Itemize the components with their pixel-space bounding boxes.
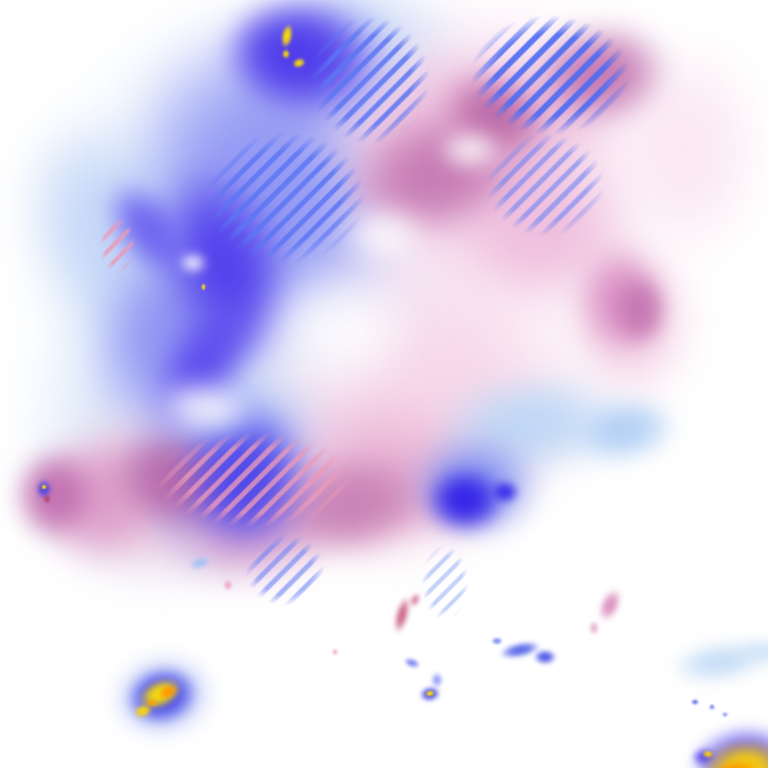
rain-medium: [120, 360, 340, 580]
rain-core: [126, 139, 324, 391]
mixed-wisp: [406, 590, 424, 610]
mixed-speck: [43, 494, 51, 504]
rain-speck: [722, 711, 728, 717]
mixed-core: [423, 52, 567, 178]
white-gap: [145, 370, 265, 446]
rain-speck: [491, 637, 503, 645]
mixed-core: [516, 7, 684, 143]
storm-cell-halo: [117, 657, 207, 735]
mixed-wash: [40, 390, 280, 590]
hatch-blue-on-pink: [415, 535, 475, 630]
storm-cell-orange: [155, 681, 181, 703]
rain-medium: [78, 0, 442, 401]
rain-wash: [10, 260, 290, 600]
storm-cell-orange: [705, 754, 765, 768]
storm-cell-yellow: [424, 688, 436, 698]
storm-cell-yellow: [702, 750, 714, 758]
storm-cell-yellow: [131, 701, 155, 721]
white-gap: [435, 128, 505, 172]
rain-light-cloud: [665, 634, 768, 690]
rain-core: [84, 161, 216, 299]
storm-cell-yellow: [131, 670, 189, 718]
mixed-wisp: [589, 621, 599, 635]
hail-speck: [200, 283, 206, 291]
rain-speck: [691, 699, 699, 705]
mixed-wash: [560, 230, 700, 410]
white-gap: [255, 265, 425, 395]
mixed-core: [93, 408, 257, 552]
rain-medium: [220, 0, 400, 135]
rain-speck: [186, 553, 214, 573]
storm-cell-fringe: [104, 645, 222, 747]
rain-core: [490, 480, 520, 504]
rain-wash: [15, 0, 485, 520]
white-gap: [178, 252, 208, 274]
storm-cell-halo: [691, 747, 719, 767]
mixed-medium: [575, 240, 665, 360]
rain-wash: [0, 75, 256, 405]
storm-cell-halo: [36, 479, 52, 499]
rain-medium: [42, 181, 318, 479]
hatch-pink-on-blue: [95, 210, 140, 280]
rain-wash: [240, 0, 480, 150]
rain-core: [123, 267, 287, 453]
mixed-speck: [223, 579, 233, 591]
hatch-pink-on-blue: [130, 420, 380, 540]
hatch-blue-on-pink: [295, 0, 445, 160]
mixed-wash: [250, 250, 610, 530]
hail-speck: [278, 22, 296, 50]
rain-core: [175, 400, 315, 560]
rain-speck: [431, 672, 443, 688]
white-gap: [350, 530, 590, 600]
storm-cell-halo: [683, 718, 768, 768]
mixed-speck: [332, 648, 338, 656]
hatch-blue-on-pink: [450, 0, 650, 150]
mixed-wash: [610, 30, 768, 270]
hatch-blue-on-pink: [470, 120, 620, 250]
mixed-medium: [160, 470, 340, 590]
mixed-medium: [246, 368, 534, 592]
storm-cell-halo: [417, 684, 443, 704]
mixed-wisp: [593, 584, 627, 626]
hail-speck: [282, 49, 290, 59]
rain-core: [211, 0, 379, 123]
rain-speck: [496, 637, 544, 663]
mixed-core: [610, 270, 670, 350]
rain-light-band: [420, 361, 640, 489]
rain-medium: [405, 430, 545, 540]
rain-light-band: [564, 385, 686, 475]
rain-speck: [533, 649, 557, 665]
mixed-wash: [231, 0, 729, 391]
mixed-core: [10, 445, 100, 545]
mixed-wisp: [390, 593, 414, 637]
hail-speck: [290, 55, 308, 71]
rain-core: [423, 465, 507, 535]
rain-light-cloud: [732, 638, 768, 666]
storm-cell-yellow: [696, 733, 768, 768]
mixed-core: [326, 87, 544, 263]
mixed-medium: [30, 430, 170, 570]
hatch-blue-on-pink: [185, 115, 385, 280]
storm-cell-orange: [146, 699, 158, 707]
mixed-core: [251, 435, 449, 575]
mixed-medium: [440, 150, 640, 310]
storm-cell-yellow: [41, 484, 47, 490]
mixed-medium: [304, 15, 636, 265]
hatch-blue-on-pink: [235, 525, 335, 615]
rain-speck: [709, 704, 715, 710]
white-gap: [340, 205, 430, 265]
rain-speck: [401, 655, 423, 671]
